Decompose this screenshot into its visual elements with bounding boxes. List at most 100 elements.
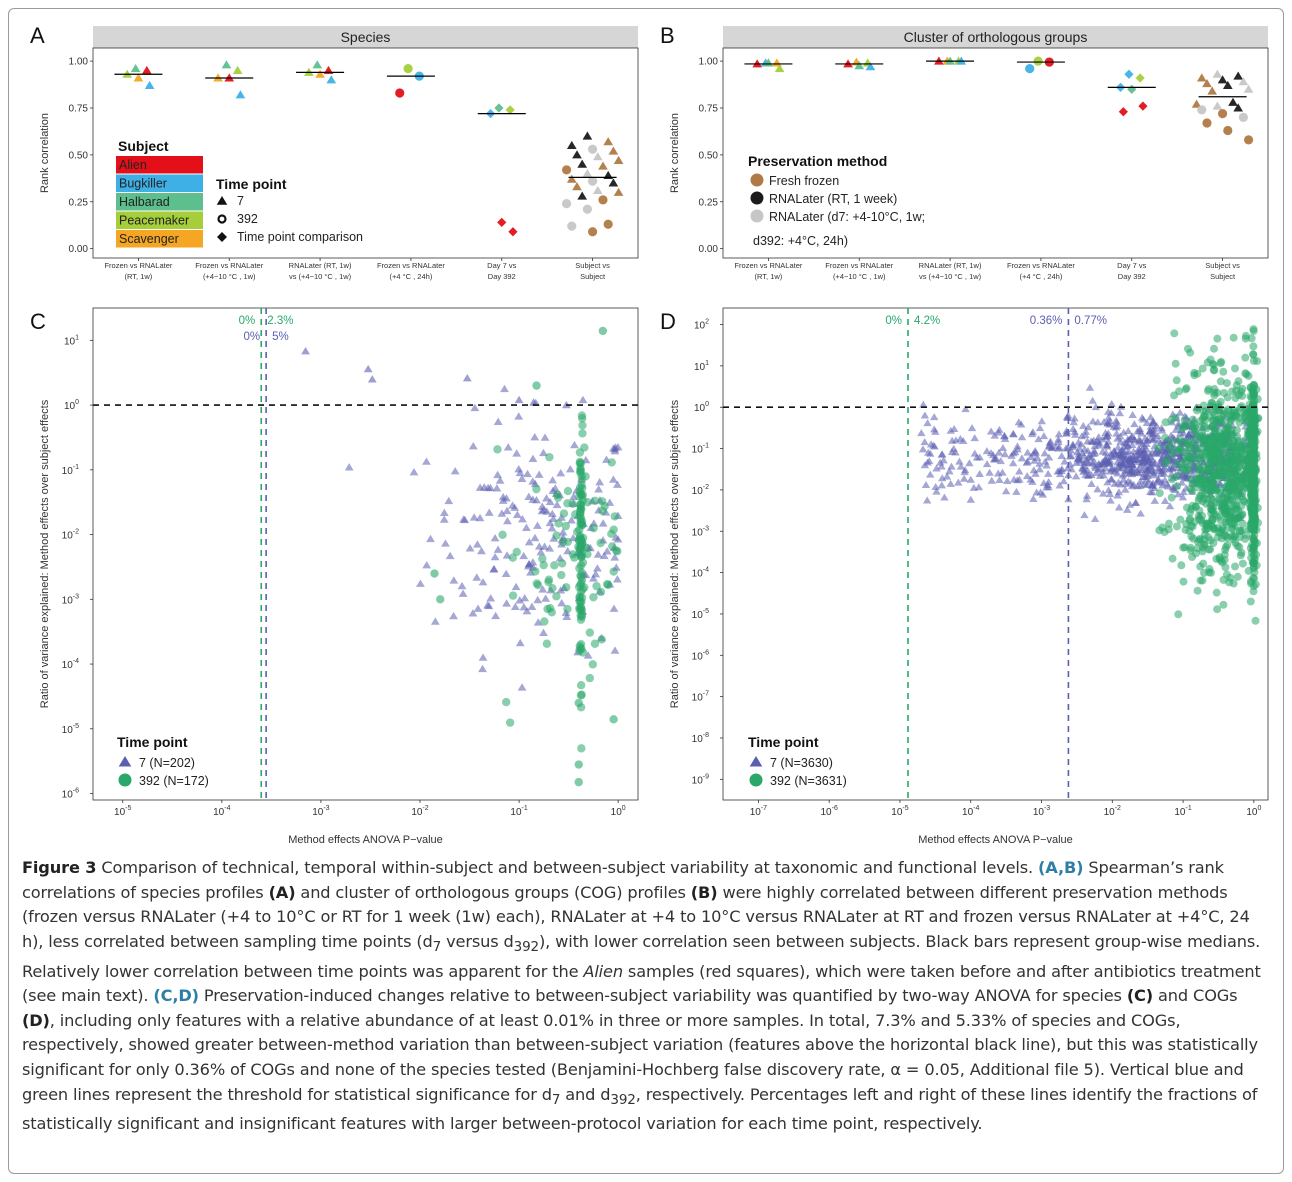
panel-D-point-392	[1201, 434, 1209, 442]
panel-C-point-392	[545, 453, 553, 461]
panel-B-point	[1197, 105, 1206, 114]
panel-D-point-392	[1242, 480, 1250, 488]
panel-D-point-392	[1172, 360, 1180, 368]
legend-method-icon	[751, 174, 764, 187]
panel-C-point-392	[592, 582, 600, 590]
panel-D-vline-left-pct: 0%	[885, 315, 902, 327]
panel-C-point-392	[578, 429, 586, 437]
panel-D-point-392	[1218, 524, 1226, 532]
panel-A-xtick-label: (+4−10 °C , 1w)	[203, 272, 256, 281]
panel-D-point-392	[1219, 368, 1227, 376]
panel-D-point-392	[1195, 536, 1203, 544]
panel-C-point-392	[575, 778, 583, 786]
panel-A-letter: A	[30, 23, 45, 48]
panel-D-point-392	[1221, 563, 1229, 571]
panel-D-point-392	[1213, 335, 1221, 343]
panel-D-point-392	[1217, 557, 1225, 565]
panel-D-point-392	[1214, 449, 1222, 457]
panel-D-point-392	[1205, 385, 1213, 393]
panel-C-point-392	[611, 512, 619, 520]
panel-C-point-392	[436, 595, 444, 603]
panel-D-point-392	[1230, 464, 1238, 472]
panel-D: D10-7 10-6 10-5 10-4 10-3 10-2 10-1 10010-910-8…	[660, 257, 1268, 846]
caption-figure-label: Figure 3	[22, 858, 96, 877]
panel-B-point	[1239, 113, 1248, 122]
panel-D-point-392	[1234, 573, 1242, 581]
panel-B-xtick-label: Subject vs	[1205, 261, 1240, 270]
panel-A-point	[583, 205, 592, 214]
panel-C-point-392	[578, 691, 586, 699]
panel-D-point-392	[1231, 562, 1239, 570]
panel-D-point-392	[1188, 553, 1196, 561]
panel-D-point-392	[1187, 546, 1195, 554]
panel-D-point-392	[1199, 577, 1207, 585]
panel-C-xtick-label: 10-1	[510, 805, 527, 818]
panel-C-point-392	[575, 760, 583, 768]
legend-C-label: 392 (N=172)	[139, 774, 209, 788]
panel-C-point-392	[548, 584, 556, 592]
panel-D-point-392	[1205, 466, 1213, 474]
panel-D-ytick-label: 10-3	[692, 525, 709, 538]
panel-D-point-392	[1207, 450, 1215, 458]
panel-D-point-392	[1173, 472, 1181, 480]
panel-D-point-392	[1167, 416, 1175, 424]
panel-D-point-392	[1177, 561, 1185, 569]
panel-B-xtick-label: Frozen vs RNALater	[734, 261, 802, 270]
panel-D-point-392	[1235, 391, 1243, 399]
panel-D-xtick-label: 10-7	[750, 805, 767, 818]
panel-D-point-392	[1229, 536, 1237, 544]
panel-D-point-392	[1186, 349, 1194, 357]
panel-D-xtick-label: 10-2	[1104, 805, 1121, 818]
legend-C-icon	[119, 774, 132, 787]
panel-D-point-392	[1224, 393, 1232, 401]
panel-C-point-392	[509, 591, 517, 599]
panel-D-point-392	[1161, 434, 1169, 442]
panel-D-ytick-label: 102	[694, 319, 709, 332]
legend-timepoint-label: Time point comparison	[237, 230, 363, 244]
panel-D-point-392	[1210, 345, 1218, 353]
panel-C-point-392	[596, 539, 604, 547]
legend-D-label: 7 (N=3630)	[770, 756, 833, 770]
panel-B-xtick-label: vs (+4−10 °C , 1w)	[919, 272, 982, 281]
panel-D-point-392	[1249, 464, 1257, 472]
panel-D-point-392	[1205, 565, 1213, 573]
legend-method-icon	[751, 210, 764, 223]
panel-A-title: Species	[341, 29, 391, 45]
panel-B-point	[1244, 135, 1253, 144]
panel-C-ylabel: Ratio of variance explained: Method effe…	[39, 399, 51, 708]
panel-C-point-392	[498, 531, 506, 539]
panel-D-ytick-label: 10-8	[692, 732, 709, 745]
panel-B-xtick-label: (+4−10 °C , 1w)	[833, 272, 886, 281]
panel-D-xtick-label: 10-1	[1174, 805, 1191, 818]
panel-D-point-392	[1222, 456, 1230, 464]
panel-B-xtick-label: Subject	[1210, 272, 1236, 281]
panel-C-point-392	[578, 411, 586, 419]
panel-D-point-392	[1238, 489, 1246, 497]
panel-B-title: Cluster of orthologous groups	[904, 29, 1088, 45]
panel-C-point-392	[564, 487, 572, 495]
panel-C-point-392	[552, 531, 560, 539]
panel-C-point-392	[604, 581, 612, 589]
panel-D-point-392	[1156, 489, 1164, 497]
panel-D-ytick-label: 100	[694, 401, 709, 414]
panel-C-point-392	[534, 581, 542, 589]
panel-D-point-392	[1179, 544, 1187, 552]
panel-B-letter: B	[660, 23, 675, 48]
panel-D-point-392	[1247, 597, 1255, 605]
panel-C-point-392	[550, 561, 558, 569]
panel-D-vline-right-pct: 0.77%	[1074, 315, 1107, 327]
panel-D-point-392	[1231, 292, 1239, 300]
panel-C-point-392	[578, 613, 586, 621]
panel-D-point-392	[1230, 334, 1238, 342]
panel-C-point-392	[609, 715, 617, 723]
panel-D-point-392	[1233, 426, 1241, 434]
panel-D-point-392	[1246, 392, 1254, 400]
panel-D-xtick-label: 100	[1246, 805, 1261, 818]
panel-C-point-392	[599, 327, 607, 335]
panel-D-point-392	[1250, 430, 1258, 438]
panel-D-point-392	[1176, 445, 1184, 453]
panel-C-point-392	[540, 617, 548, 625]
panel-A-point	[562, 165, 571, 174]
panel-A-point	[567, 222, 576, 231]
legend-method-icon	[751, 192, 764, 205]
